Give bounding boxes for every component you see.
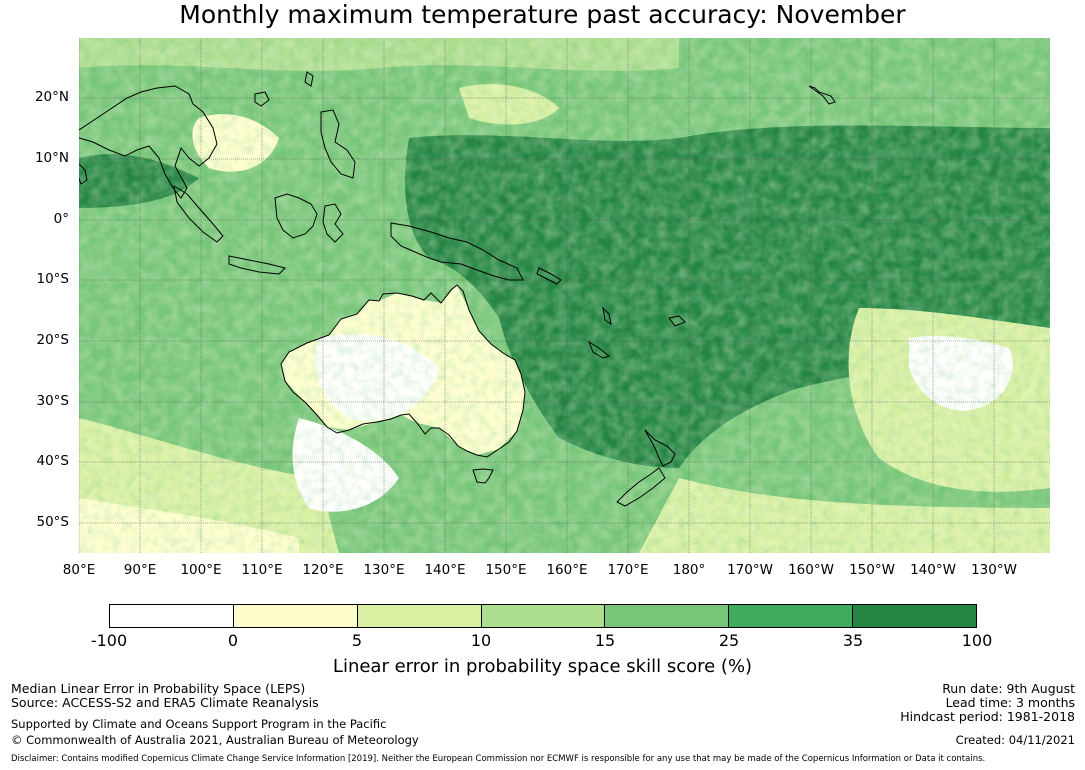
longitude-label: 180°: [672, 562, 706, 578]
sri-lanka-coast: [79, 163, 88, 185]
longitude-label: 110°E: [241, 562, 283, 578]
footer-copyright: © Commonwealth of Australia 2021, Austra…: [11, 733, 419, 747]
footer-leps: Median Linear Error in Probability Space…: [11, 681, 306, 696]
australia-coast: [280, 284, 526, 458]
colorbar-segment: [605, 605, 730, 627]
latitude-label: 30°S: [36, 393, 70, 409]
texture-light: [79, 38, 1050, 553]
colorbar-tick-label: 100: [961, 631, 993, 650]
latitude-label: 50°S: [36, 514, 70, 530]
footer-source: Source: ACCESS-S2 and ERA5 Climate Reana…: [11, 695, 319, 710]
footer-hindcast: Hindcast period: 1981-2018: [900, 709, 1075, 724]
tasmania-coast: [472, 468, 494, 484]
colorbar-tick-label: 0: [227, 631, 239, 650]
colorbar-tick-label: 35: [842, 631, 864, 650]
indochina-coast: [79, 85, 218, 199]
footer-created: Created: 04/11/2021: [955, 733, 1075, 747]
longitude-label: 80°E: [62, 562, 96, 578]
longitude-label: 170°E: [607, 562, 649, 578]
colorbar-tick-label: 10: [470, 631, 492, 650]
colorbar-tick-label: -100: [90, 631, 128, 650]
solomon-islands: [536, 267, 562, 285]
latitude-label: 40°S: [36, 453, 70, 469]
colorbar-segment: [729, 605, 854, 627]
colorbar-segment: [357, 605, 482, 627]
colorbar-segment: [481, 605, 606, 627]
fiji: [668, 315, 686, 327]
colorbar-tick-label: 15: [594, 631, 616, 650]
coastlines: [79, 71, 836, 507]
footer-support: Supported by Climate and Oceans Support …: [11, 717, 387, 731]
colorbar-tick-label: 25: [718, 631, 740, 650]
longitude-label: 140°E: [424, 562, 466, 578]
latitude-label: 20°S: [36, 332, 70, 348]
taiwan-coast: [304, 71, 314, 87]
philippines-coast: [320, 109, 356, 179]
new-zealand-north: [644, 429, 676, 467]
sumatra-coast: [173, 184, 224, 243]
longitude-label: 150°E: [485, 562, 527, 578]
footer-run-date: Run date: 9th August: [942, 681, 1075, 696]
longitude-label: 120°E: [302, 562, 344, 578]
latitude-label: 10°N: [34, 150, 69, 166]
longitude-label: 150°W: [849, 562, 895, 578]
longitude-label: 170°W: [727, 562, 773, 578]
colorbar-segment: [110, 605, 234, 627]
skill-map: [79, 38, 1050, 553]
longitude-label: 90°E: [123, 562, 157, 578]
latitude-label: 10°S: [36, 271, 70, 287]
new-caledonia: [587, 340, 611, 359]
hawaii: [808, 85, 836, 105]
footer-disclaimer: Disclaimer: Contains modified Copernicus…: [11, 754, 986, 764]
colorbar-label: Linear error in probability space skill …: [332, 656, 753, 677]
hainan-coast: [254, 91, 270, 107]
longitude-label: 160°W: [788, 562, 834, 578]
colorbar-segment: [233, 605, 358, 627]
footer-lead-time: Lead time: 3 months: [945, 695, 1075, 710]
latitude-label: 0°: [53, 211, 69, 227]
new-zealand-south: [616, 467, 666, 507]
longitude-label: 130°E: [363, 562, 405, 578]
borneo-coast: [274, 193, 318, 239]
latitude-label: 20°N: [34, 89, 69, 105]
longitude-label: 160°E: [546, 562, 588, 578]
sulawesi-coast: [322, 203, 344, 243]
colorbar-segment: [853, 605, 977, 627]
longitude-label: 140°W: [910, 562, 956, 578]
map-title: Monthly maximum temperature past accurac…: [179, 0, 906, 29]
new-guinea-coast: [390, 222, 524, 281]
java-coast: [228, 255, 286, 275]
longitude-label: 130°W: [971, 562, 1017, 578]
colorbar-tick-label: 5: [351, 631, 363, 650]
vanuatu: [602, 306, 612, 326]
colorbar: [109, 604, 977, 628]
longitude-label: 100°E: [180, 562, 222, 578]
